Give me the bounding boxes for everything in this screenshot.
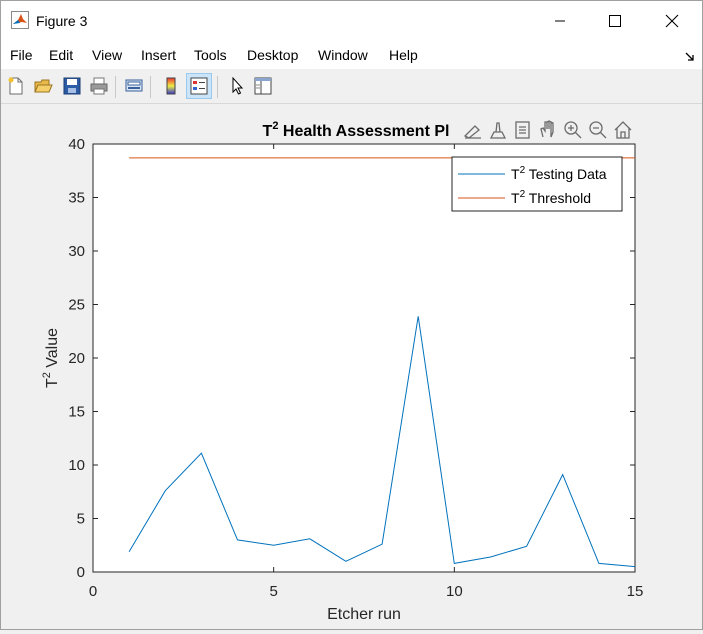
y-tick-label: 35 — [68, 190, 85, 207]
open-file-icon — [33, 76, 53, 96]
print-icon — [89, 76, 109, 96]
close-button[interactable] — [644, 1, 700, 41]
y-tick-label: 20 — [68, 350, 85, 367]
dock-arrow-icon[interactable] — [685, 49, 695, 67]
y-tick-label: 30 — [68, 243, 85, 260]
y-tick-label: 10 — [68, 457, 85, 474]
property-inspector-icon — [253, 76, 273, 96]
maximize-icon — [609, 15, 621, 27]
menu-window[interactable]: Window — [318, 47, 368, 63]
figure-toolbar — [1, 71, 702, 104]
print-button[interactable] — [87, 74, 111, 98]
save-button[interactable] — [60, 74, 84, 98]
chart: 0 5 10 15 0 5 10 15 20 25 30 35 40 T2 Health Assessm… — [1, 104, 702, 629]
window-title: Figure 3 — [36, 13, 87, 29]
link-plot-icon — [124, 76, 144, 96]
insert-legend-button[interactable] — [186, 73, 212, 99]
x-tick-label: 5 — [269, 583, 277, 600]
menu-edit[interactable]: Edit — [49, 47, 73, 63]
minimize-button[interactable] — [532, 1, 588, 41]
menu-insert[interactable]: Insert — [141, 47, 176, 63]
insert-legend-icon — [189, 76, 209, 96]
toolbar-separator — [150, 76, 151, 98]
legend[interactable]: T2 Testing Data T2 Threshold — [452, 157, 622, 211]
new-figure-button[interactable] — [4, 74, 28, 98]
menu-help[interactable]: Help — [389, 47, 418, 63]
y-axis-label: T2 Value — [41, 328, 61, 388]
close-icon — [665, 14, 679, 28]
y-tick-label: 40 — [68, 136, 85, 153]
insert-colorbar-icon — [161, 76, 181, 96]
chart-title: T2 Health Assessment Pl — [263, 120, 450, 140]
toolbar-separator — [217, 76, 218, 98]
y-tick-label: 5 — [77, 511, 85, 528]
link-plot-button[interactable] — [122, 74, 146, 98]
x-tick-label: 15 — [627, 583, 644, 600]
y-axis-label-main: T — [44, 378, 61, 388]
new-figure-icon — [6, 76, 26, 96]
y-tick-label: 25 — [68, 297, 85, 314]
y-tick-label: 0 — [77, 564, 85, 581]
legend-label-testing: T2 Testing Data — [511, 165, 607, 182]
menu-file[interactable]: File — [10, 47, 33, 63]
open-file-button[interactable] — [31, 74, 55, 98]
minimize-icon — [554, 15, 566, 27]
x-tick-label: 10 — [446, 583, 463, 600]
insert-colorbar-button[interactable] — [159, 74, 183, 98]
matlab-logo-icon — [11, 11, 29, 29]
axes-toolbar — [459, 116, 639, 142]
menu-desktop[interactable]: Desktop — [247, 47, 298, 63]
y-tick-label: 15 — [68, 404, 85, 421]
edit-plot-icon — [227, 76, 247, 96]
figure-canvas: 0 5 10 15 0 5 10 15 20 25 30 35 40 T2 Health Assessm… — [1, 104, 702, 629]
menu-bar: File Edit View Insert Tools Desktop Wind… — [1, 41, 702, 69]
title-bar[interactable]: Figure 3 — [1, 1, 702, 41]
maximize-button[interactable] — [587, 1, 643, 41]
x-tick-label: 0 — [89, 583, 97, 600]
menu-view[interactable]: View — [92, 47, 122, 63]
save-icon — [62, 76, 82, 96]
property-inspector-button[interactable] — [251, 74, 275, 98]
chart-title-rest: Health Assessment Pl — [278, 123, 449, 140]
y-axis-label-rest: Value — [44, 328, 61, 372]
chart-title-main: T — [263, 123, 273, 140]
toolbar-separator — [115, 76, 116, 98]
x-axis-label: Etcher run — [327, 606, 401, 623]
edit-plot-button[interactable] — [225, 74, 249, 98]
menu-tools[interactable]: Tools — [194, 47, 227, 63]
